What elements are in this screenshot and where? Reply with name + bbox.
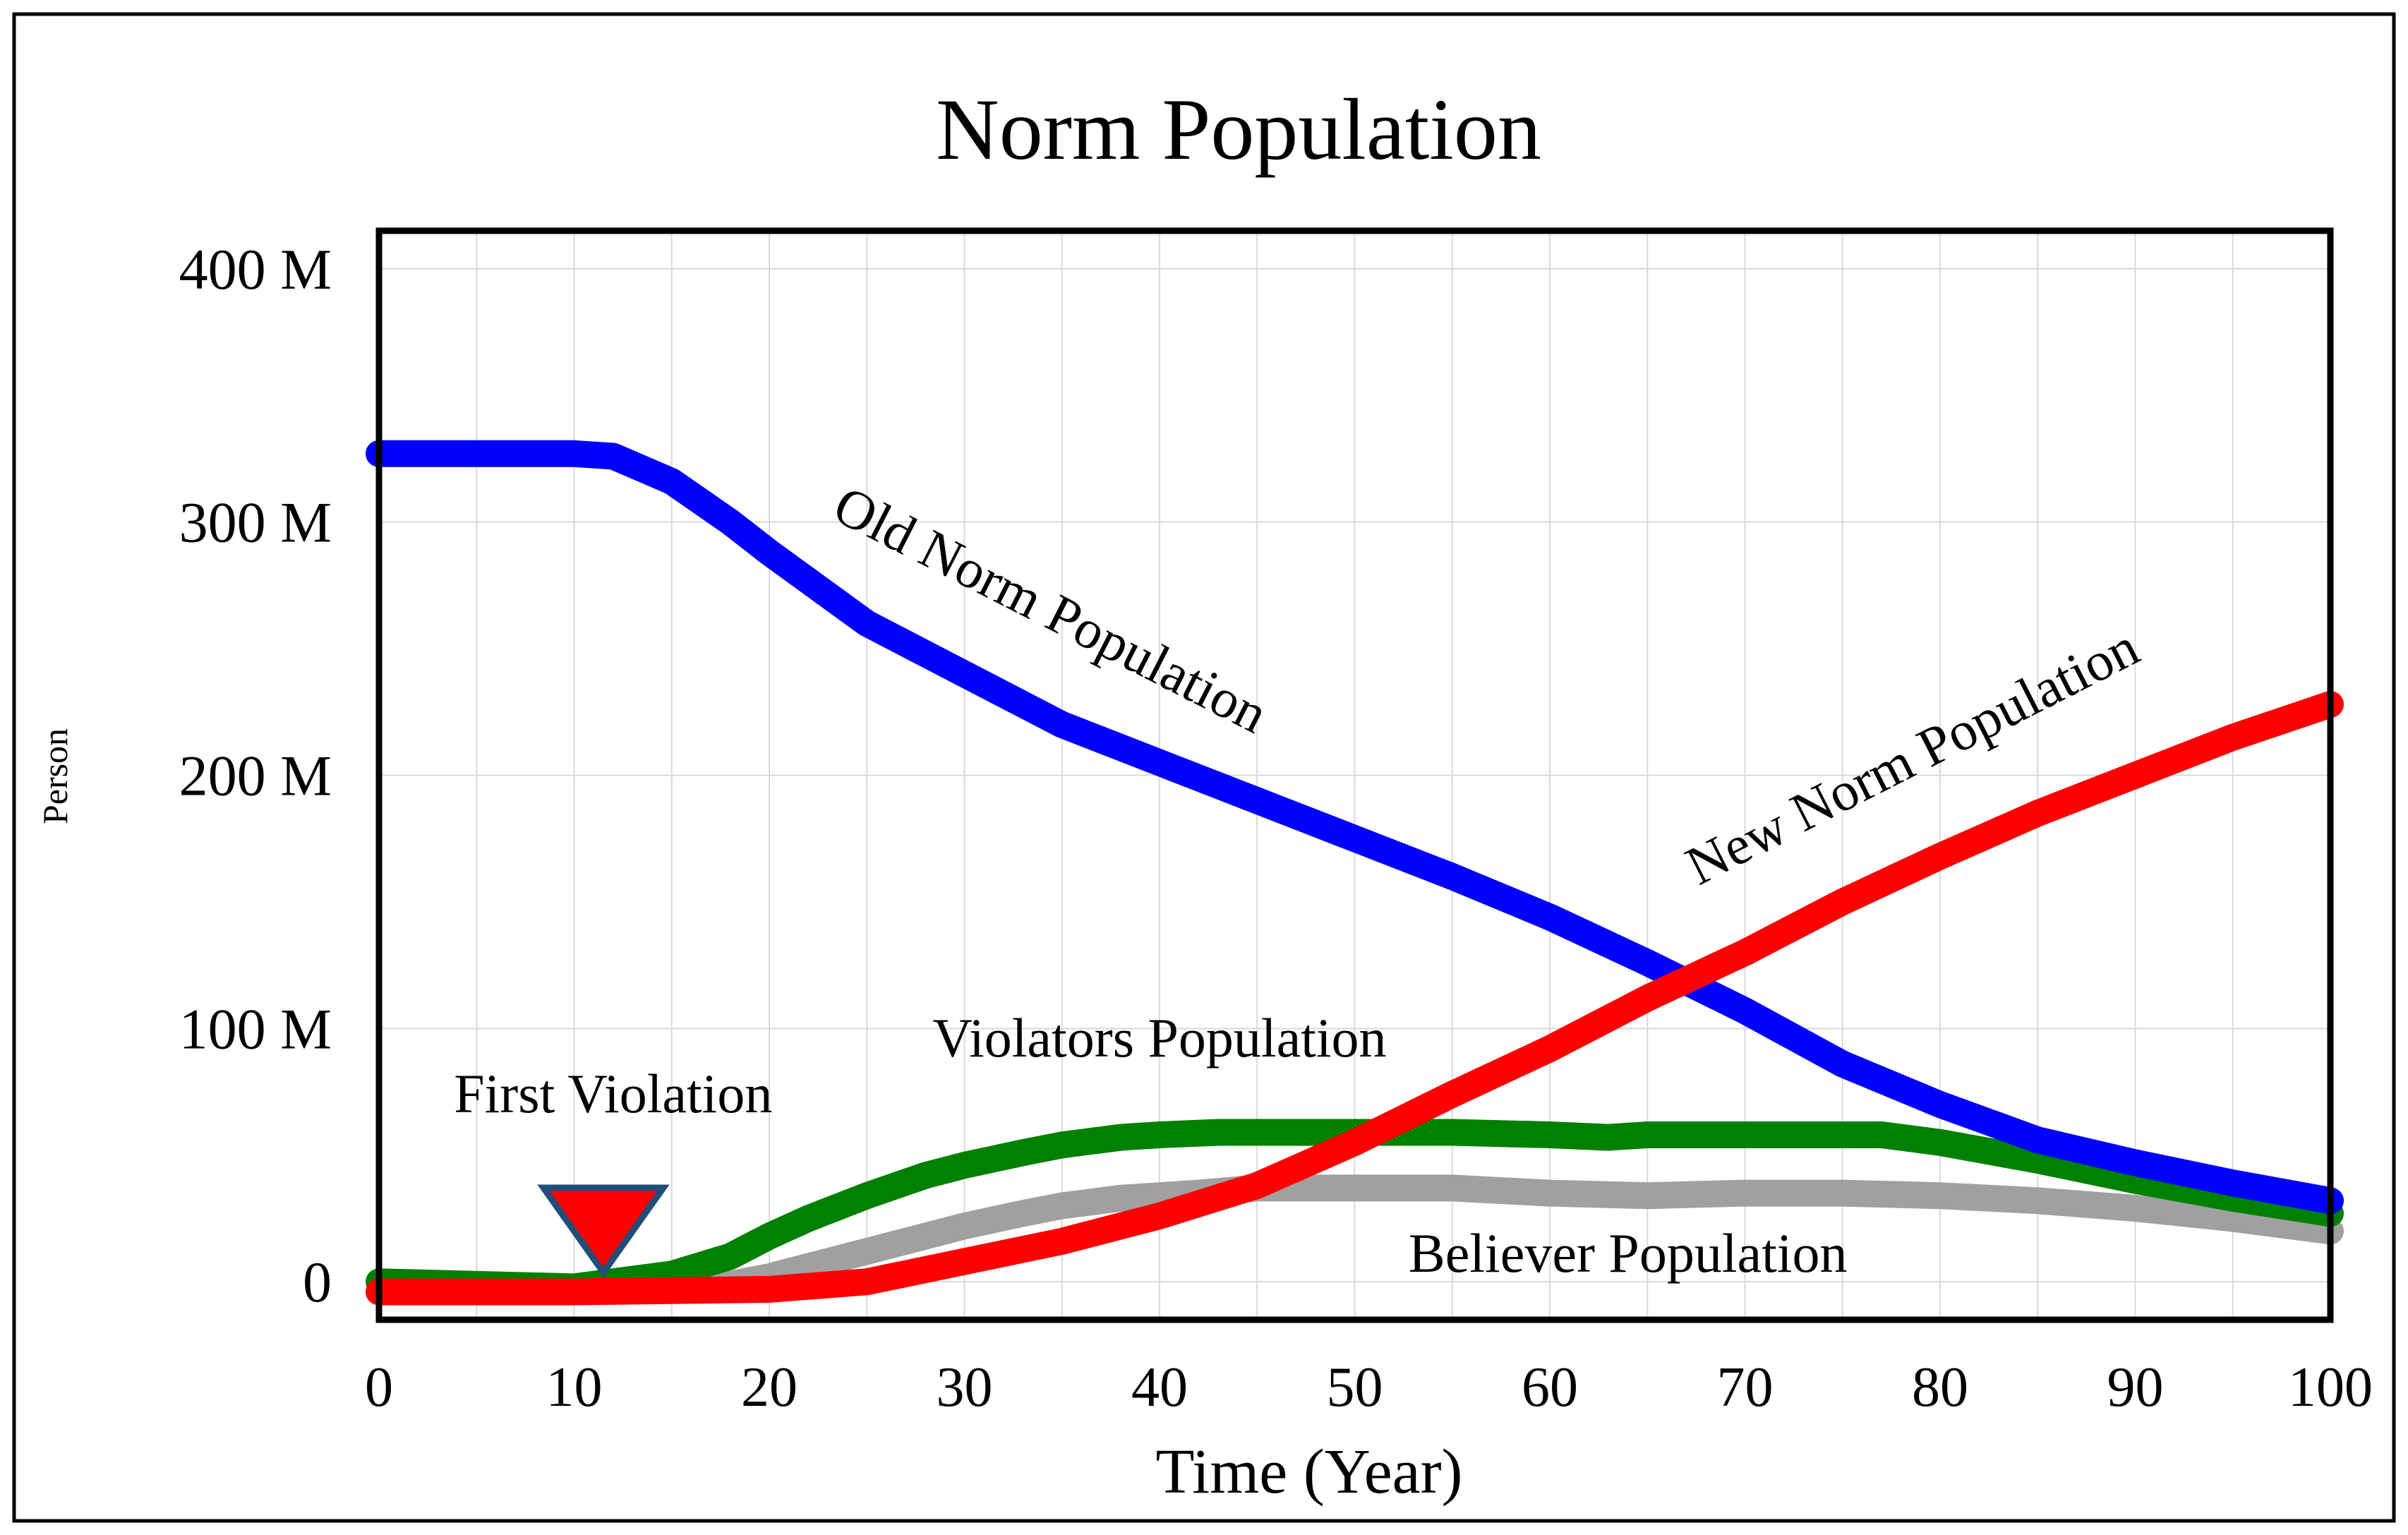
believer-population-label: Believer Population: [1409, 1222, 1848, 1284]
first-violation-marker: [537, 1184, 670, 1278]
x-tick-label: 100: [2288, 1356, 2373, 1419]
chart-title: Norm Population: [936, 81, 1541, 178]
x-tick-label: 90: [2107, 1356, 2164, 1419]
new-norm-population-line: [366, 691, 2344, 1306]
y-tick-label: 400 M: [179, 237, 332, 301]
x-tick-label: 20: [741, 1356, 797, 1419]
y-tick-label: 100 M: [179, 997, 332, 1061]
old-norm-population-line: [366, 440, 2344, 1215]
y-tick-label: 200 M: [179, 744, 332, 808]
x-tick-label: 60: [1522, 1356, 1578, 1419]
tick-labels: 0 10 20 30 40 50 60 70 80 90 100 0 100 M 200 M 300 M 40…: [179, 237, 2373, 1419]
series: [366, 440, 2344, 1306]
y-tick-label: 300 M: [179, 490, 332, 555]
plot-frame: [375, 227, 2334, 1323]
x-tick-label: 10: [546, 1356, 603, 1419]
violators-population-line: [366, 1119, 2344, 1301]
x-tick-label: 40: [1131, 1356, 1188, 1419]
first-violation-label: First Violation: [454, 1063, 772, 1124]
x-axis-label: Time (Year): [1155, 1437, 1462, 1507]
y-tick-label: 0: [303, 1250, 332, 1314]
y-axis-label: Person: [35, 728, 75, 824]
x-tick-label: 0: [365, 1356, 393, 1419]
x-tick-label: 30: [937, 1356, 993, 1419]
x-tick-label: 50: [1327, 1356, 1383, 1419]
x-tick-label: 70: [1717, 1356, 1774, 1419]
x-tick-label: 80: [1912, 1356, 1968, 1419]
violators-population-label: Violators Population: [932, 1007, 1386, 1069]
